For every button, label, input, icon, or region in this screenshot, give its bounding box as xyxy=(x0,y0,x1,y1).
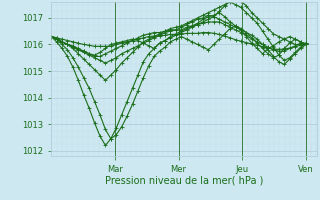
X-axis label: Pression niveau de la mer( hPa ): Pression niveau de la mer( hPa ) xyxy=(105,175,263,185)
